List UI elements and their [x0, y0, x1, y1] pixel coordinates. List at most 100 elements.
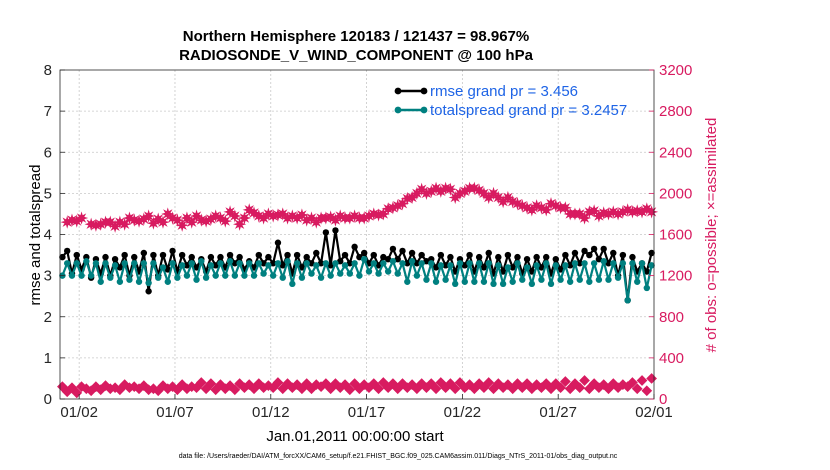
obs-assimilated-point: [142, 209, 156, 223]
rmse-point: [485, 249, 492, 257]
obs-possible-point: [344, 384, 356, 396]
totalspread-point: [428, 260, 435, 267]
totalspread-point: [63, 260, 71, 267]
chart-subtitle: RADIOSONDE_V_WIND_COMPONENT @ 100 hPa: [179, 47, 534, 64]
totalspread-point: [126, 276, 133, 283]
obs-assimilated-point: [558, 201, 572, 215]
rmse-point: [116, 264, 124, 271]
obs-possible-point: [330, 378, 341, 389]
totalspread-point: [207, 262, 215, 269]
x-tick-label: 01/22: [444, 404, 482, 421]
obs-possible-point: [205, 378, 217, 389]
rmse-point: [121, 251, 128, 259]
rmse-point: [610, 249, 617, 257]
rmse-point: [169, 247, 176, 255]
rmse-point: [384, 255, 392, 263]
rmse-point: [399, 247, 406, 255]
rmse-point: [523, 255, 531, 263]
totalspread-point: [155, 274, 162, 281]
rmse-point: [375, 262, 382, 269]
rmse-point: [145, 288, 152, 295]
totalspread-point: [490, 280, 497, 288]
obs-possible-point: [483, 377, 495, 388]
totalspread-point: [447, 262, 454, 269]
rmse-point: [111, 255, 119, 263]
rmse-point: [538, 264, 545, 271]
rmse-point: [102, 253, 109, 261]
obs-possible-point: [641, 385, 653, 397]
totalspread-point: [217, 260, 224, 267]
rmse-point: [265, 253, 272, 261]
totalspread-point: [356, 272, 363, 279]
rmse-point: [590, 245, 598, 253]
rmse-point: [629, 253, 636, 261]
rmse-point: [274, 239, 282, 246]
totalspread-point: [73, 260, 80, 267]
totalspread-point: [226, 258, 234, 265]
totalspread-point: [375, 270, 382, 277]
totalspread-point: [461, 278, 468, 285]
totalspread-point: [183, 272, 191, 279]
obs-possible-point: [574, 382, 586, 394]
totalspread-point: [629, 260, 636, 267]
y-tick-label: 1: [44, 350, 52, 367]
rmse-point: [605, 260, 612, 267]
y-tick-label: 2: [44, 309, 52, 326]
totalspread-point: [169, 260, 176, 267]
rmse-point: [418, 251, 425, 259]
totalspread-point: [341, 262, 349, 269]
totalspread-point: [480, 278, 488, 285]
totalspread-point: [423, 276, 430, 283]
totalspread-point: [437, 262, 445, 269]
totalspread-point: [135, 278, 143, 285]
rmse-point: [178, 251, 186, 259]
totalspread-point: [634, 278, 641, 285]
x-tick-label: 01/17: [348, 404, 386, 421]
totalspread-point: [78, 272, 85, 279]
totalspread-line: [61, 258, 653, 302]
totalspread-point: [293, 260, 301, 267]
totalspread-point: [269, 272, 277, 279]
rmse-point: [499, 268, 507, 275]
totalspread-point: [413, 272, 421, 279]
y-tick-label: 8: [44, 62, 52, 79]
rmse-point: [73, 251, 80, 259]
x-tick-label: 01/27: [539, 404, 577, 421]
totalspread-point: [274, 260, 282, 267]
totalspread-point: [241, 272, 248, 279]
totalspread-point: [466, 260, 473, 267]
obs-possible-point: [430, 383, 442, 395]
totalspread-point: [102, 260, 109, 267]
totalspread-point: [322, 260, 330, 267]
totalspread-point: [552, 262, 559, 269]
rmse-point: [279, 262, 286, 269]
totalspread-point: [456, 260, 464, 267]
totalspread-point: [538, 276, 545, 283]
totalspread-point: [643, 284, 651, 292]
rmse-point: [317, 260, 325, 267]
rmse-point: [600, 245, 607, 253]
totalspread-point: [519, 276, 526, 283]
totalspread-point: [351, 260, 358, 267]
chart-title: Northern Hemisphere 120183 / 121437 = 98…: [183, 28, 529, 45]
obs-possible-point: [579, 375, 590, 386]
obs-assimilated-point: [218, 214, 232, 228]
totalspread-point: [576, 276, 583, 283]
y-tick-label: 5: [44, 185, 52, 202]
totalspread-point: [614, 274, 622, 281]
rmse-point: [533, 253, 540, 261]
rmse-point: [63, 247, 71, 255]
totalspread-point: [174, 274, 181, 281]
totalspread-point: [131, 260, 138, 267]
totalspread-point: [504, 264, 512, 271]
y-right-tick-label: 2800: [659, 103, 692, 120]
rmse-point: [562, 251, 569, 259]
rmse-point: [236, 253, 243, 261]
obs-assimilated-point: [175, 218, 189, 232]
rmse-point: [380, 253, 387, 261]
totalspread-point: [485, 260, 492, 267]
obs-assimilated-point: [185, 215, 199, 229]
obs-possible-point: [569, 378, 581, 389]
rmse-point: [164, 266, 171, 273]
obs-assimilated-point: [233, 217, 247, 231]
